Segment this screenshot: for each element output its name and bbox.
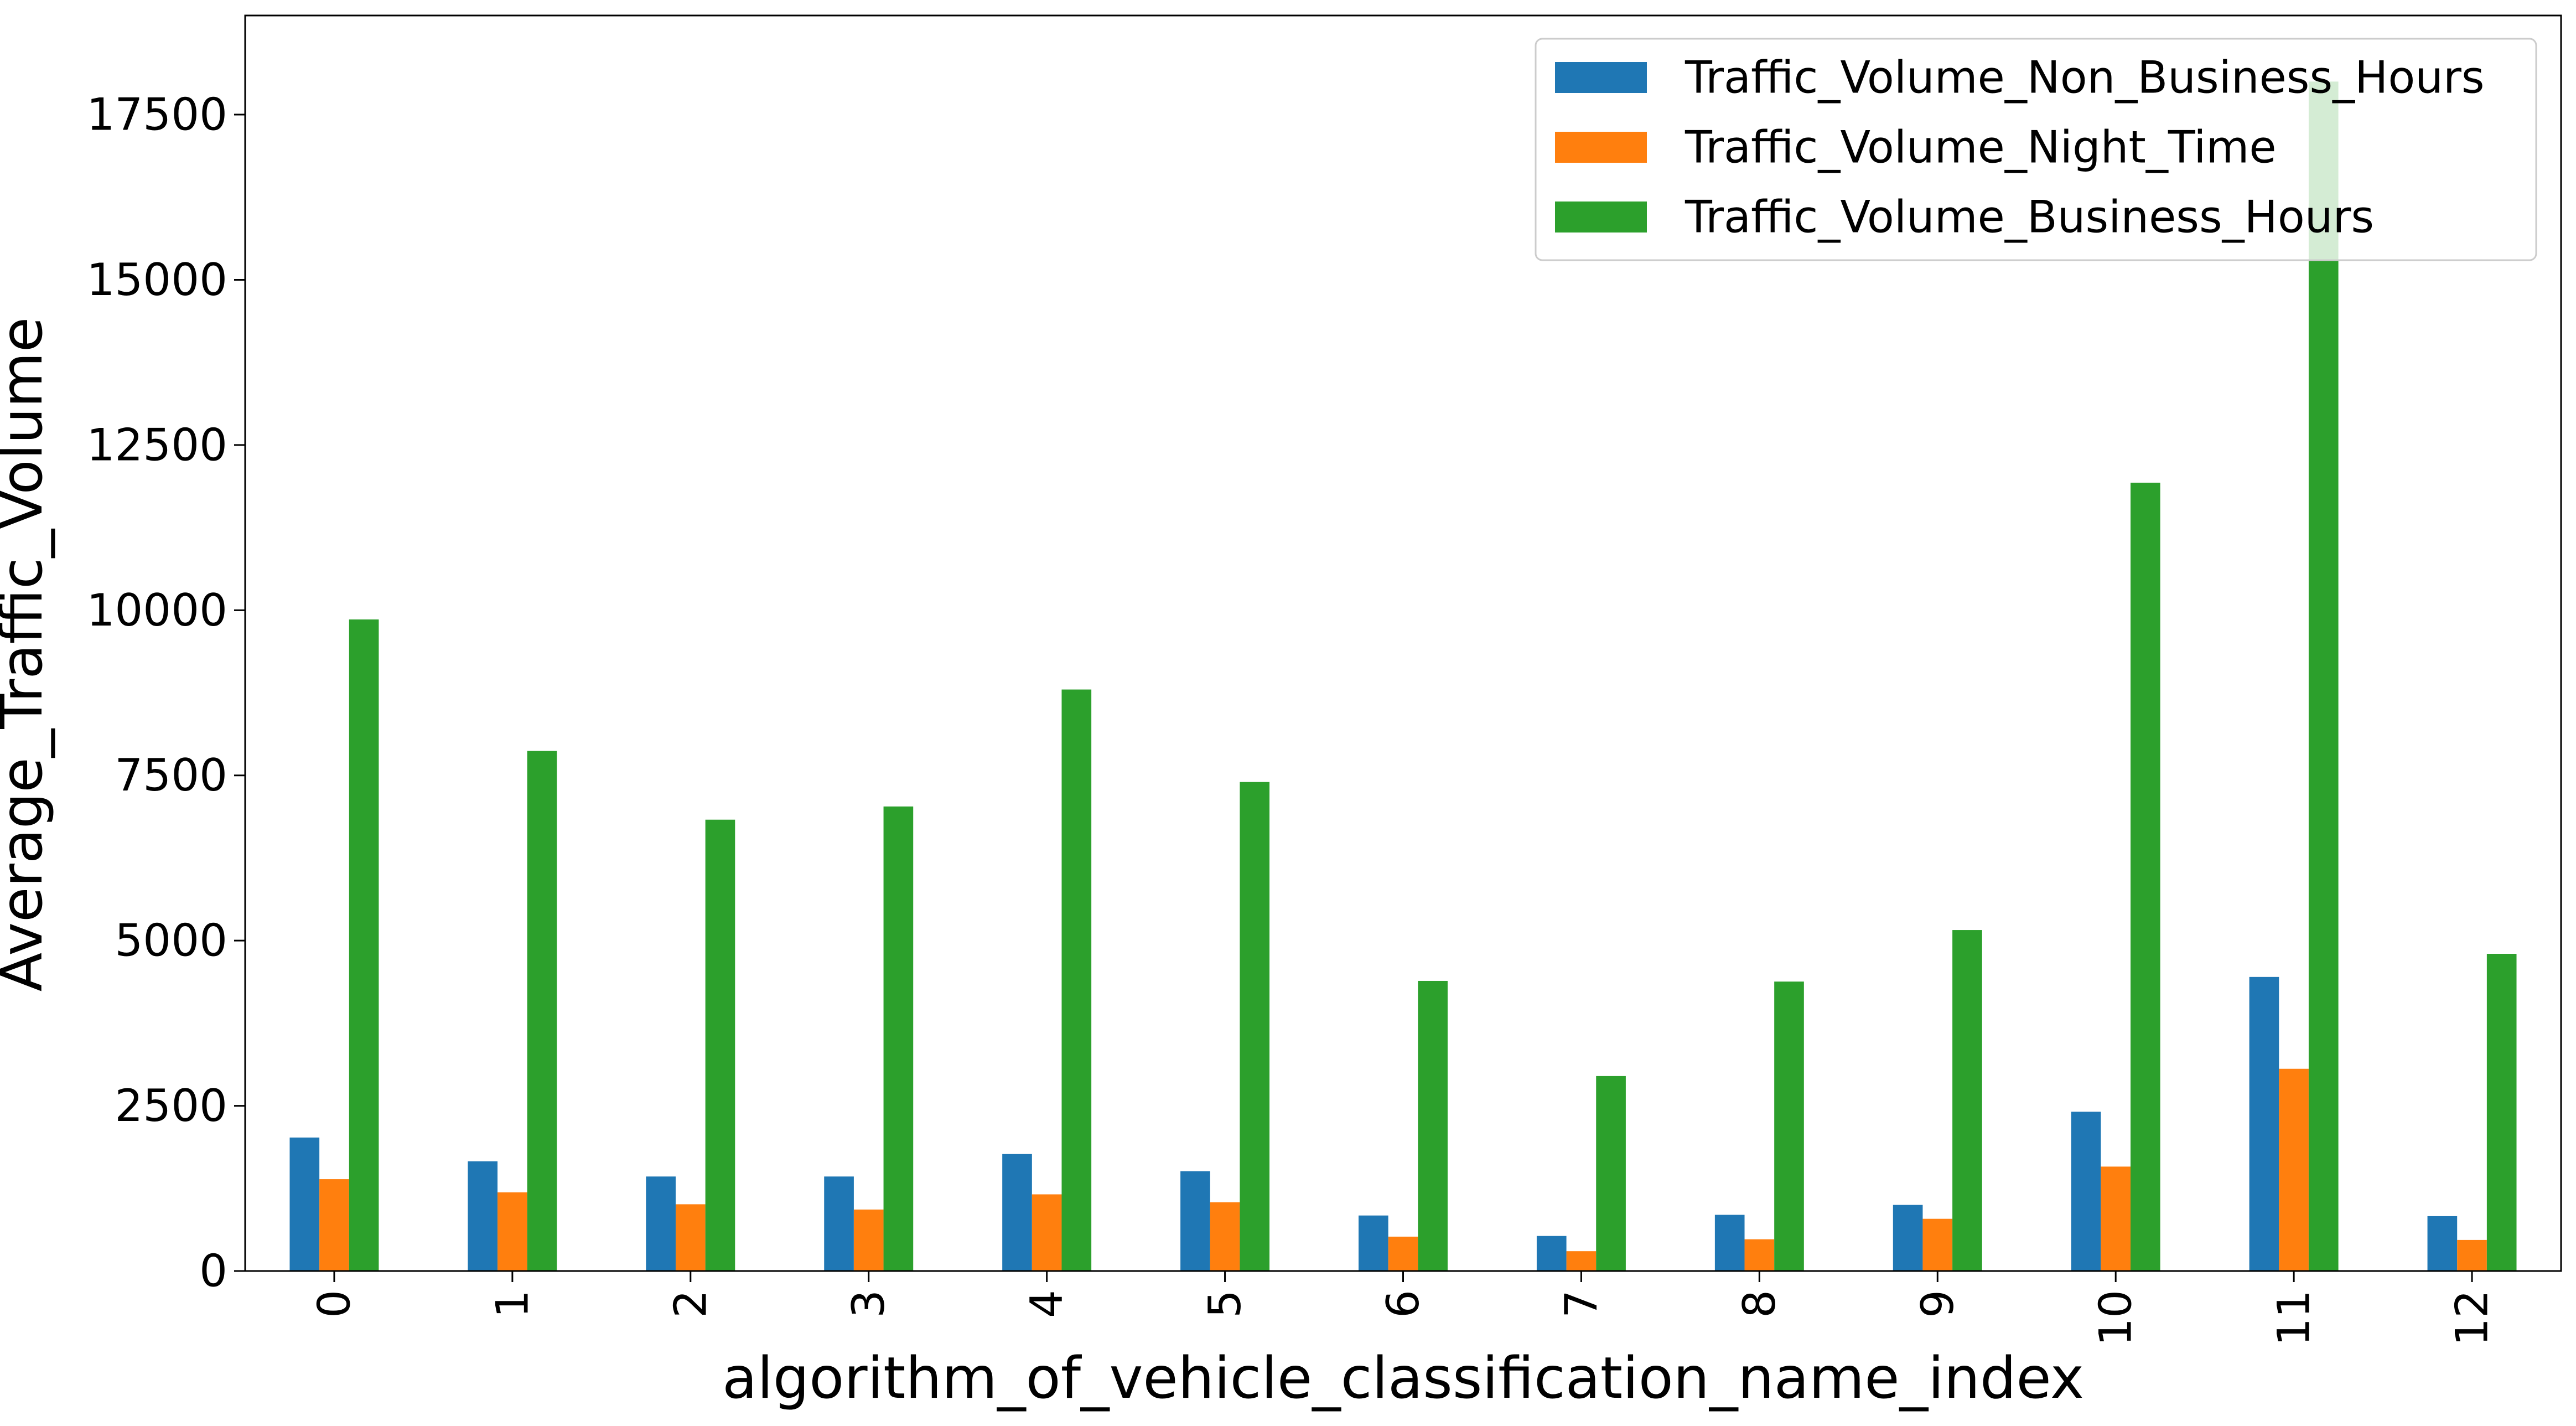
y-tick-label: 10000 (87, 585, 228, 636)
bar-Traffic_Volume_Night_Time-8 (1744, 1239, 1775, 1271)
bar-Traffic_Volume_Business_Hours-4 (1061, 689, 1092, 1271)
x-tick-label: 2 (665, 1290, 716, 1318)
x-tick-label: 8 (1734, 1290, 1785, 1318)
bar-Traffic_Volume_Night_Time-6 (1388, 1236, 1418, 1271)
bar-Traffic_Volume_Non_Business_Hours-1 (468, 1161, 498, 1271)
bar-Traffic_Volume_Non_Business_Hours-10 (2071, 1112, 2101, 1271)
legend: Traffic_Volume_Non_Business_Hours Traffic… (1535, 38, 2537, 261)
legend-label: Traffic_Volume_Business_Hours (1684, 192, 2374, 243)
bar-Traffic_Volume_Business_Hours-1 (527, 751, 557, 1271)
x-tick-label: 11 (2268, 1290, 2320, 1346)
y-tick-label: 2500 (115, 1080, 227, 1132)
bar-Traffic_Volume_Business_Hours-10 (2131, 482, 2160, 1272)
bar-Traffic_Volume_Business_Hours-9 (1952, 930, 1982, 1271)
bar-Traffic_Volume_Non_Business_Hours-12 (2427, 1216, 2458, 1271)
bar-Traffic_Volume_Business_Hours-11 (2308, 81, 2339, 1271)
x-axis-ticks: 0 1 2 3 4 5 6 7 8 9 10 11 12 (308, 1271, 2498, 1346)
legend-swatch (1555, 202, 1647, 232)
bar-Traffic_Volume_Night_Time-1 (497, 1192, 527, 1271)
legend-label: Traffic_Volume_Non_Business_Hours (1684, 52, 2485, 104)
x-tick-label: 0 (308, 1290, 360, 1318)
x-tick-label: 12 (2447, 1290, 2498, 1346)
legend-swatch (1555, 62, 1647, 93)
bar-Traffic_Volume_Business_Hours-8 (1774, 981, 1804, 1271)
x-axis-label: algorithm_of_vehicle_classification_name… (722, 1345, 2084, 1412)
bar-Traffic_Volume_Night_Time-9 (1922, 1218, 1953, 1271)
y-axis-ticks: 0 2500 5000 7500 10000 12500 15000 17500 (87, 89, 245, 1297)
bar-Traffic_Volume_Night_Time-7 (1566, 1251, 1597, 1271)
x-tick-label: 6 (1377, 1290, 1429, 1318)
y-tick-label: 17500 (87, 89, 228, 141)
bar-Traffic_Volume_Business_Hours-6 (1418, 980, 1448, 1271)
bar-Traffic_Volume_Night_Time-2 (675, 1204, 706, 1271)
bar-Traffic_Volume_Night_Time-10 (2101, 1166, 2131, 1271)
bar-Traffic_Volume_Business_Hours-12 (2486, 954, 2517, 1271)
x-tick-label: 3 (843, 1290, 894, 1318)
x-tick-label: 7 (1556, 1290, 1607, 1318)
plot-frame (244, 14, 2562, 1272)
legend-swatch (1555, 132, 1647, 163)
bar-Traffic_Volume_Night_Time-3 (853, 1209, 884, 1271)
legend-box (1535, 38, 2537, 261)
bar-Traffic_Volume_Business_Hours-0 (349, 619, 379, 1271)
bar-Traffic_Volume_Business_Hours-7 (1596, 1076, 1626, 1271)
y-tick-label: 12500 (87, 419, 228, 471)
bar-Traffic_Volume_Night_Time-12 (2457, 1239, 2487, 1271)
y-tick-label: 5000 (115, 915, 227, 967)
bar-Traffic_Volume_Business_Hours-5 (1240, 782, 1270, 1271)
x-tick-label: 4 (1021, 1290, 1072, 1318)
bar-Traffic_Volume_Night_Time-0 (319, 1179, 349, 1271)
y-tick-label: 7500 (115, 750, 227, 801)
bar-Traffic_Volume_Night_Time-5 (1210, 1202, 1240, 1271)
legend-label: Traffic_Volume_Night_Time (1684, 122, 2277, 173)
bar-Traffic_Volume_Night_Time-4 (1032, 1194, 1062, 1271)
x-tick-label: 10 (2090, 1290, 2142, 1346)
bar-Traffic_Volume_Non_Business_Hours-7 (1536, 1236, 1567, 1271)
bar-Traffic_Volume_Non_Business_Hours-3 (824, 1176, 854, 1271)
y-axis-label: Average_Traffic_Volume (0, 317, 55, 992)
bar-Traffic_Volume_Non_Business_Hours-5 (1180, 1171, 1210, 1271)
y-tick-label: 0 (199, 1246, 227, 1297)
bar-Traffic_Volume_Night_Time-11 (2279, 1068, 2309, 1271)
bar-Traffic_Volume_Business_Hours-3 (883, 806, 914, 1271)
bar-Traffic_Volume_Non_Business_Hours-2 (646, 1176, 676, 1271)
bar-Traffic_Volume_Business_Hours-2 (705, 819, 735, 1271)
y-tick-label: 15000 (87, 254, 228, 306)
x-tick-label: 5 (1199, 1290, 1251, 1318)
bar-Traffic_Volume_Non_Business_Hours-0 (289, 1137, 320, 1271)
bar-Traffic_Volume_Non_Business_Hours-9 (1893, 1205, 1923, 1271)
bar-Traffic_Volume_Non_Business_Hours-6 (1359, 1215, 1388, 1271)
x-tick-label: 1 (486, 1290, 538, 1318)
bar-Traffic_Volume_Non_Business_Hours-8 (1714, 1215, 1745, 1271)
bar-Traffic_Volume_Non_Business_Hours-11 (2249, 976, 2279, 1271)
bar-Traffic_Volume_Non_Business_Hours-4 (1002, 1154, 1032, 1271)
bars-group (289, 81, 2517, 1272)
x-tick-label: 9 (1912, 1290, 1963, 1318)
